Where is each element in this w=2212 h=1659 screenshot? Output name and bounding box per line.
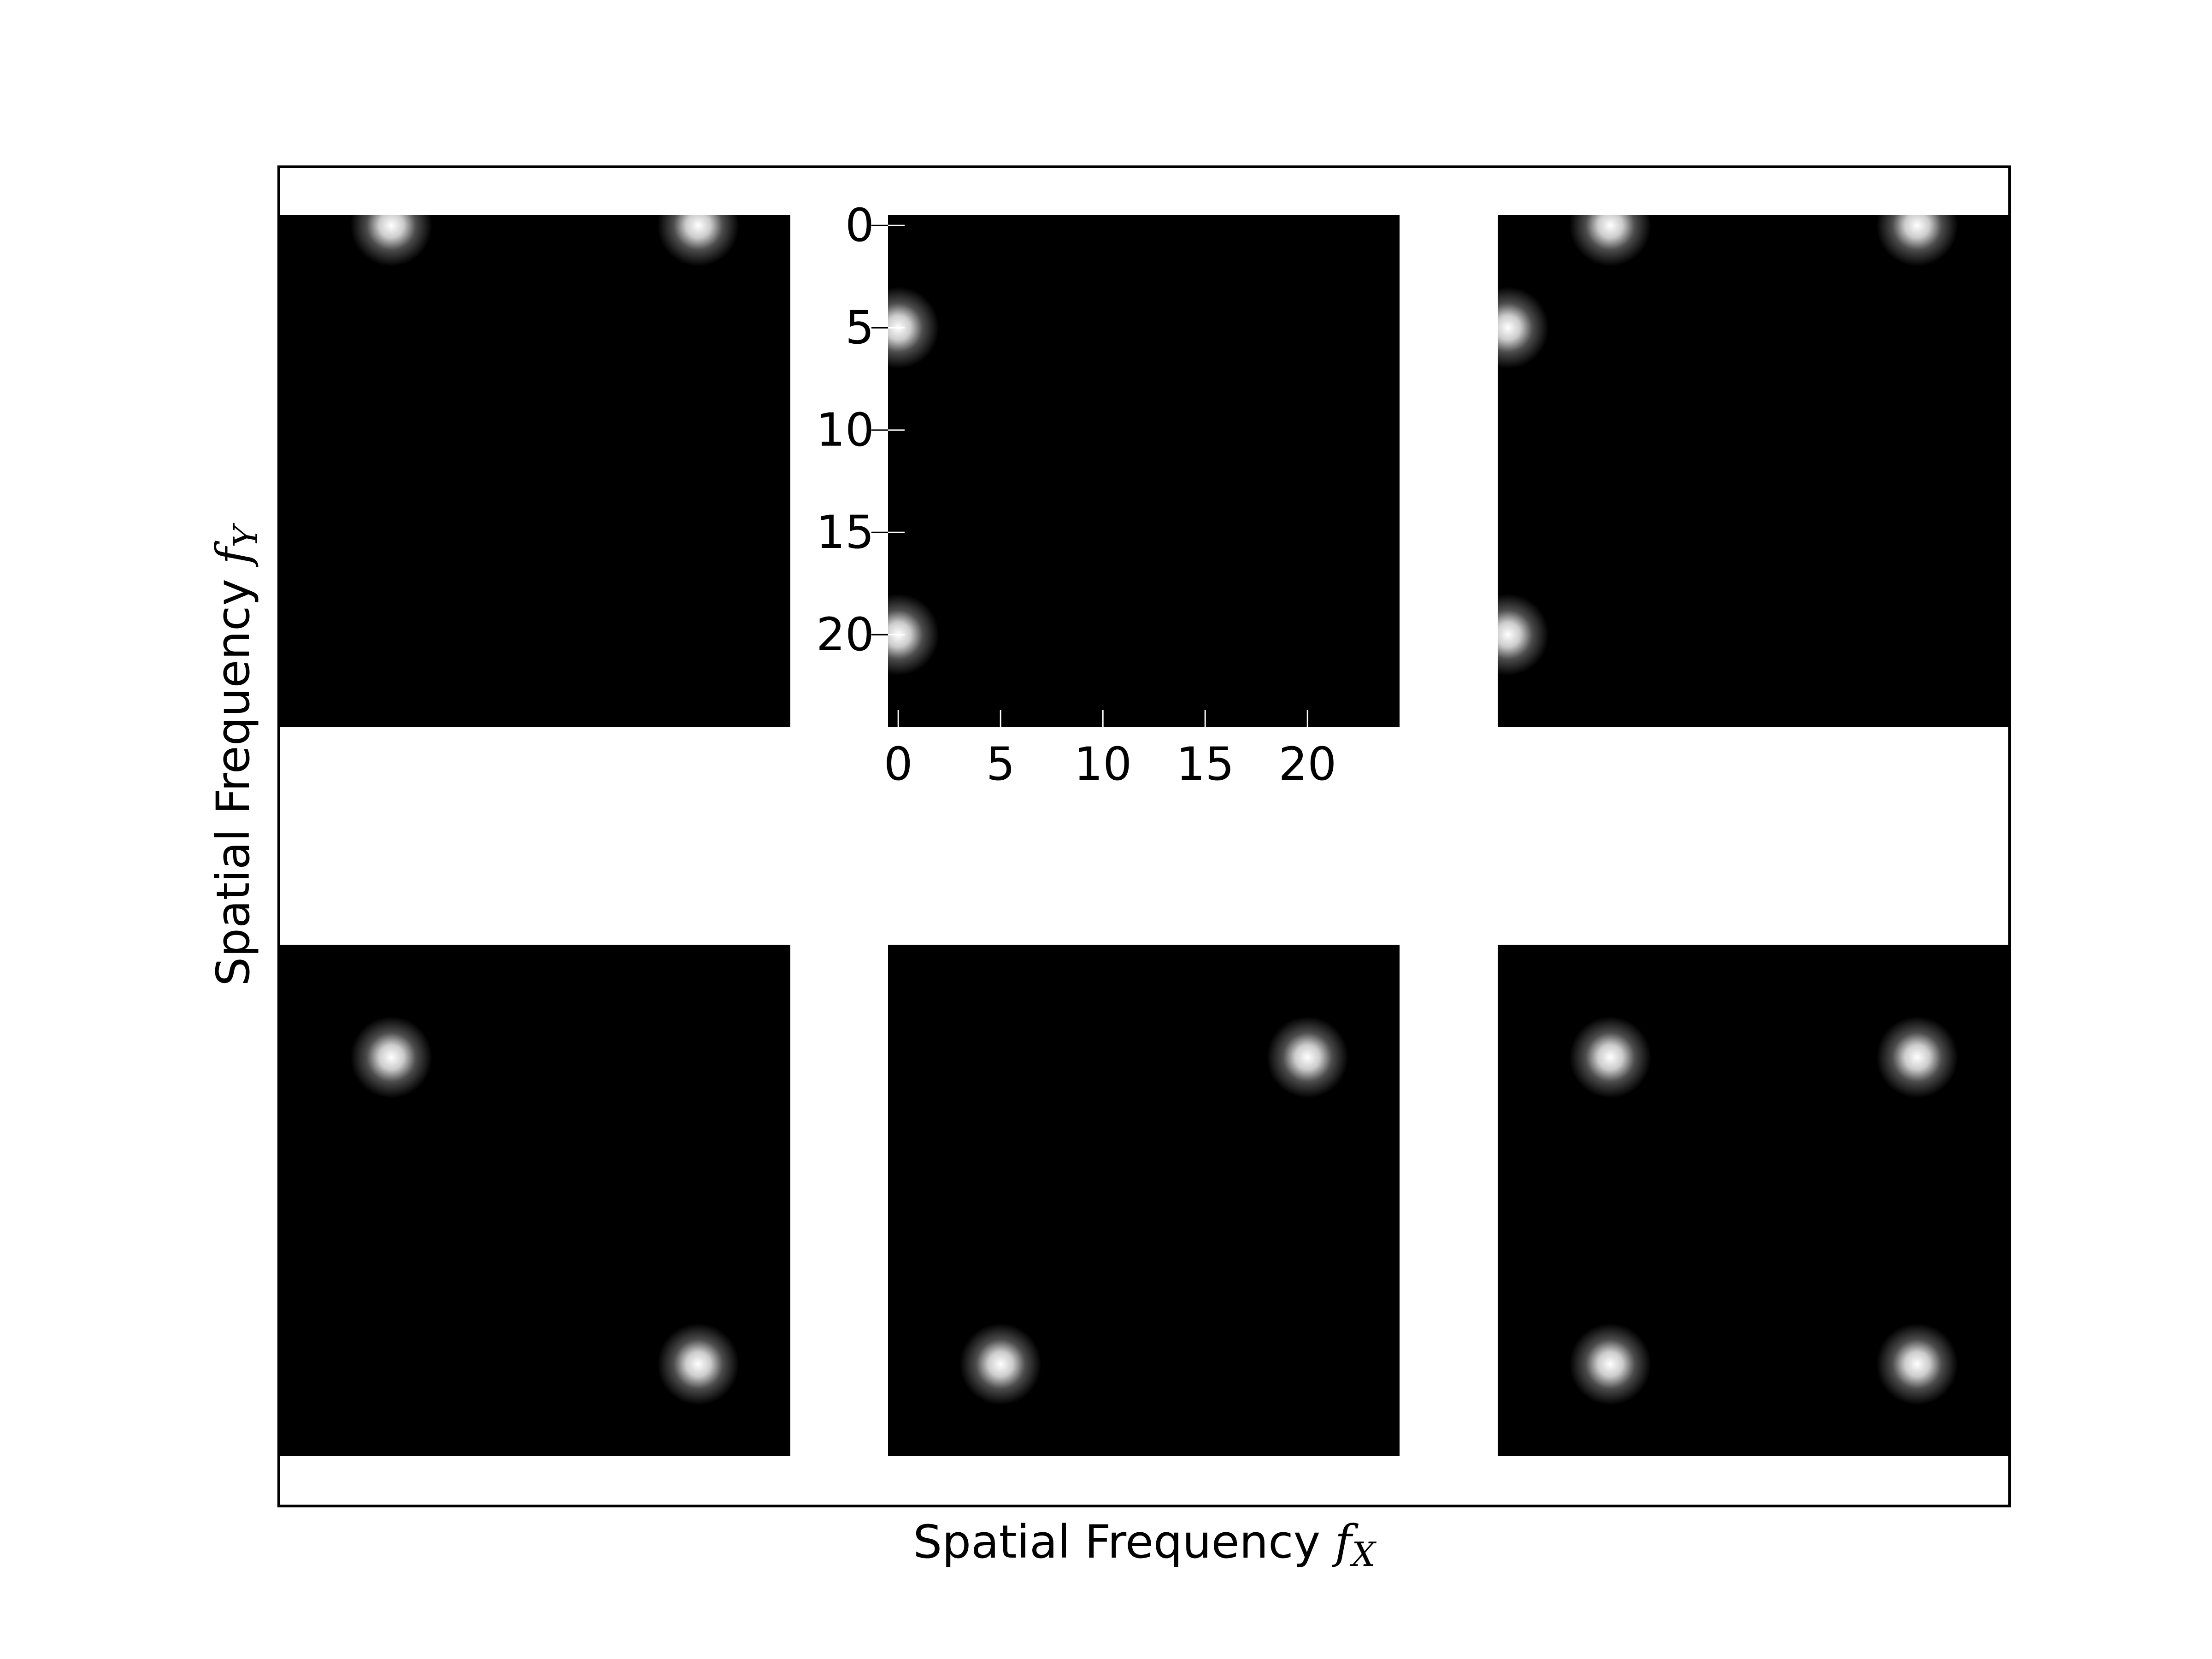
- panel-5: [888, 945, 1400, 1456]
- x-tick-label-20: 20: [1278, 738, 1336, 791]
- x-axis-label: Spatial Frequency fX: [913, 1516, 1377, 1574]
- x-tick-label-10: 10: [1074, 738, 1132, 791]
- panel-image-2: [888, 215, 1400, 727]
- x-axis-label-text: Spatial Frequency: [913, 1516, 1320, 1569]
- outer-axes-frame: [277, 165, 2011, 1507]
- y-tick-label-20: 20: [816, 608, 874, 661]
- x-tick-label-0: 0: [884, 738, 913, 791]
- peak-spot-3-1: [1569, 215, 1651, 266]
- peak-spot-4-1: [350, 1016, 432, 1098]
- panel-4: [279, 945, 790, 1456]
- x-tick-label-15: 15: [1176, 738, 1234, 791]
- x-axis-label-subscript: X: [1349, 1535, 1377, 1574]
- peak-spot-2-2: [888, 594, 939, 676]
- peak-spot-5-1: [1266, 1016, 1348, 1098]
- peak-spot-1-2: [657, 215, 739, 266]
- panel-6: [1498, 945, 2009, 1456]
- panels-group: [279, 215, 2009, 1456]
- panel-3: [1498, 215, 2009, 727]
- y-tick-label-10: 10: [816, 404, 874, 457]
- peak-spot-6-3: [1569, 1323, 1651, 1405]
- peak-spot-5-2: [959, 1323, 1041, 1405]
- peak-spot-3-3: [1498, 287, 1549, 369]
- y-axis-label-text: Spatial Frequency: [207, 579, 260, 986]
- peak-spot-6-1: [1569, 1016, 1651, 1098]
- peak-spot-6-4: [1876, 1323, 1958, 1405]
- panel-image-3: [1498, 215, 2009, 727]
- peak-spot-6-2: [1876, 1016, 1958, 1098]
- peak-spot-2-1: [888, 287, 939, 369]
- y-tick-label-5: 5: [845, 301, 874, 354]
- panel-2: [888, 215, 1400, 727]
- peak-spot-4-2: [657, 1323, 739, 1405]
- y-axis-label-subscript: Y: [226, 523, 265, 547]
- y-tick-label-0: 0: [845, 199, 874, 252]
- x-tick-label-5: 5: [986, 738, 1015, 791]
- y-axis-label: Spatial Frequency fY: [207, 523, 265, 986]
- peak-spot-3-2: [1876, 215, 1958, 266]
- y-tick-label-15: 15: [816, 506, 874, 559]
- peak-spot-1-1: [350, 215, 432, 266]
- peak-spot-3-4: [1498, 594, 1549, 676]
- panel-image-1: [279, 215, 790, 727]
- panel-1: [279, 215, 790, 727]
- tick-group: 0 5 10 15 20 0 5 10 15 20: [816, 199, 1336, 791]
